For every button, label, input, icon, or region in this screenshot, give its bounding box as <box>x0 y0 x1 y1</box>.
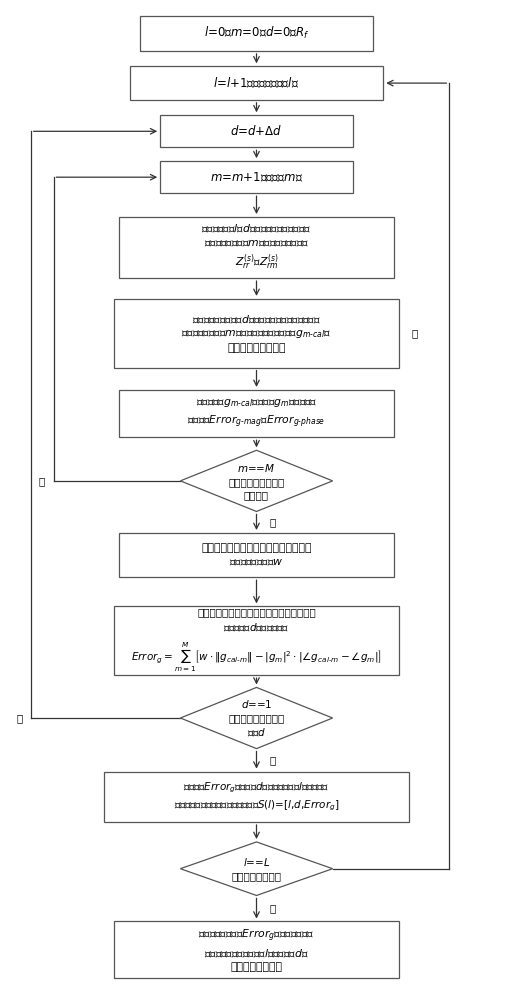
Text: $m$=$m$+1（监测点$m$）: $m$=$m$+1（监测点$m$） <box>210 171 303 184</box>
Text: 取最小的$\mathit{Error}_g$所对应的$d$作为该假设支路$l$的可能故障
点，存储支路编号、故障距离、误差$S(l)$=[$l$,$d$,$\m: 取最小的$\mathit{Error}_g$所对应的$d$作为该假设支路$l$的… <box>174 780 339 813</box>
FancyBboxPatch shape <box>140 16 373 51</box>
FancyBboxPatch shape <box>104 772 409 822</box>
Text: 是: 是 <box>269 517 275 527</box>
Text: 根据各监测点三相电压幅值的最低值计
算各监测点的权重$w$: 根据各监测点三相电压幅值的最低值计 算各监测点的权重$w$ <box>201 543 312 567</box>
FancyBboxPatch shape <box>114 606 399 675</box>
FancyBboxPatch shape <box>160 115 353 147</box>
Polygon shape <box>181 687 332 749</box>
Text: 计算计算值$g_{m\text{-}cal}$和测量值$g_m$幅值和相角
的误差，$\mathit{Error}_{g\text{-}mag}$，$\math: 计算计算值$g_{m\text{-}cal}$和测量值$g_m$幅值和相角 的误… <box>187 397 326 430</box>
Text: $l$=$l$+1（假设故障线路$l$）: $l$=$l$+1（假设故障线路$l$） <box>213 76 300 90</box>
Text: $d$==1
是否已经遍历支路的
所有$d$: $d$==1 是否已经遍历支路的 所有$d$ <box>228 698 285 738</box>
Text: 与上一监测点计算得到的幅值和相角误差分
别求和得到$d$点的累积误差
$\mathit{Error}_g=\sum_{m=1}^{M}\left[w\cdot\: 与上一监测点计算得到的幅值和相角误差分 别求和得到$d$点的累积误差 $\mat… <box>131 607 382 674</box>
Text: 是: 是 <box>269 903 275 913</box>
Text: 是: 是 <box>269 755 275 765</box>
FancyBboxPatch shape <box>130 66 383 100</box>
Text: $l$=0，$m$=0，$d$=0，$R_f$: $l$=0，$m$=0，$d$=0，$R_f$ <box>204 25 309 41</box>
Polygon shape <box>181 450 332 511</box>
FancyBboxPatch shape <box>120 533 393 577</box>
FancyBboxPatch shape <box>120 217 393 278</box>
FancyBboxPatch shape <box>114 299 399 368</box>
Polygon shape <box>181 842 332 895</box>
Text: 否: 否 <box>38 476 45 486</box>
FancyBboxPatch shape <box>160 161 353 193</box>
Text: 是: 是 <box>411 328 418 338</box>
Text: $d$=$d$+$\Delta d$: $d$=$d$+$\Delta d$ <box>230 124 283 138</box>
Text: 假设故障支路$l$的$d$处发生相应故障，计算故
障发生点与监测点$m$之间的节点阻抗元素
$Z_{rr}^{(s)}$，$Z_{rm}^{(s)}$: 假设故障支路$l$的$d$处发生相应故障，计算故 障发生点与监测点$m$之间的节… <box>202 222 311 273</box>
Text: 对所有支路得到的$\mathit{Error}_g$由小到大排序，
误差最小的所对应的支路$l$及故障距离$d$即
为最可能的故障点: 对所有支路得到的$\mathit{Error}_g$由小到大排序， 误差最小的所… <box>199 927 314 972</box>
Text: 否: 否 <box>17 713 23 723</box>
FancyBboxPatch shape <box>120 390 393 437</box>
Text: $l$==$L$
是否已经遍历支路: $l$==$L$ 是否已经遍历支路 <box>231 856 282 881</box>
FancyBboxPatch shape <box>114 921 399 978</box>
Text: $m$==$M$
（是否已经遍历所有
监测点）: $m$==$M$ （是否已经遍历所有 监测点） <box>228 462 285 500</box>
Text: 根据假设的故障距离$d$、监测点和故障点故障前电压
向量，计算监测点$m$的故障后电压序分量比值$g_{m\text{-}cal}$，
并计算其幅值和相角: 根据假设的故障距离$d$、监测点和故障点故障前电压 向量，计算监测点$m$的故障… <box>182 313 331 353</box>
